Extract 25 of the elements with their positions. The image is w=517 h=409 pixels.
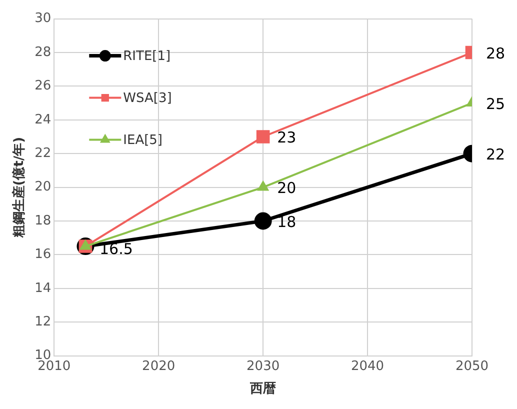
data-label: 23: [277, 128, 296, 147]
y-tick-label: 26: [34, 78, 52, 94]
legend-label: IEA[5]: [123, 133, 162, 148]
legend-label: RITE[1]: [123, 49, 171, 64]
y-tick-label: 12: [34, 314, 52, 330]
y-tick-label: 30: [34, 11, 52, 26]
x-axis-title: 西暦: [249, 382, 276, 397]
y-tick-label: 18: [34, 213, 52, 228]
data-label: 25: [486, 94, 506, 113]
x-tick-label: 2020: [142, 358, 176, 374]
y-tick-label: 28: [34, 44, 52, 60]
y-tick-label: 16: [34, 247, 52, 262]
data-label: 18: [277, 212, 296, 231]
y-tick-label: 24: [34, 112, 52, 128]
data-label: 20: [277, 179, 296, 198]
x-tick-label: 2030: [246, 358, 280, 374]
data-label: 22: [486, 145, 506, 164]
legend-label: WSA[3]: [123, 91, 172, 106]
y-tick-label: 20: [34, 180, 52, 195]
x-tick-label: 2040: [350, 358, 384, 374]
x-tick-label: 2050: [455, 358, 489, 374]
y-axis-title: 粗鋼生産(億t/年): [11, 136, 28, 239]
y-tick-label: 14: [34, 280, 52, 296]
y-tick-label: 22: [34, 146, 52, 161]
data-label: 28: [486, 44, 506, 62]
